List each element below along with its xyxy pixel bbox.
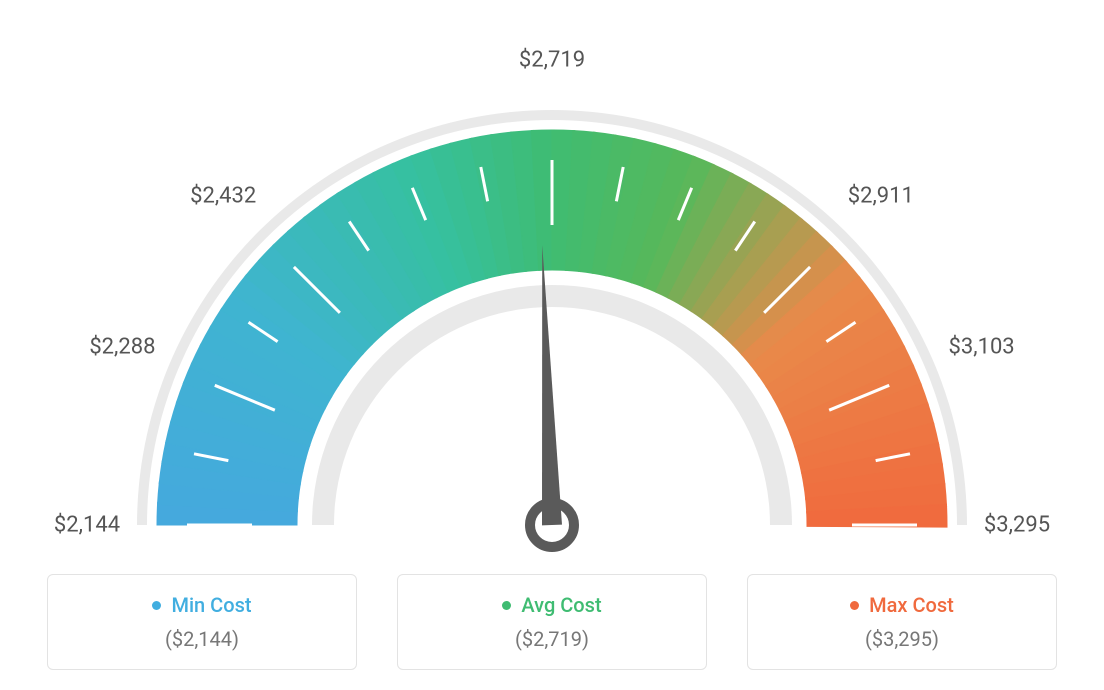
- legend-row: Min Cost ($2,144) Avg Cost ($2,719) Max …: [0, 574, 1104, 670]
- legend-label-min: Min Cost: [171, 593, 251, 617]
- gauge-tick-label: $2,288: [89, 335, 155, 360]
- legend-card-avg: Avg Cost ($2,719): [397, 574, 707, 670]
- gauge-svg: [0, 0, 1104, 560]
- legend-value-avg: ($2,719): [515, 627, 589, 651]
- dot-icon-min: [152, 601, 161, 610]
- gauge-tick-label: $2,144: [54, 513, 120, 538]
- legend-label-max: Max Cost: [869, 593, 954, 617]
- legend-card-max: Max Cost ($3,295): [747, 574, 1057, 670]
- legend-card-min: Min Cost ($2,144): [47, 574, 357, 670]
- gauge-tick-label: $2,719: [519, 48, 585, 73]
- legend-title-min: Min Cost: [152, 593, 251, 617]
- dot-icon-avg: [502, 601, 511, 610]
- gauge-tick-label: $2,432: [190, 184, 256, 209]
- gauge-tick-label: $3,103: [949, 335, 1015, 360]
- legend-title-max: Max Cost: [850, 593, 954, 617]
- dot-icon-max: [850, 601, 859, 610]
- legend-value-min: ($2,144): [165, 627, 239, 651]
- gauge-tick-label: $2,911: [848, 184, 914, 209]
- legend-value-max: ($3,295): [865, 627, 939, 651]
- gauge-tick-label: $3,295: [984, 513, 1050, 538]
- legend-title-avg: Avg Cost: [502, 593, 601, 617]
- gauge-chart: $2,144 $2,288 $2,432 $2,719 $2,911 $3,103 $3,2…: [0, 0, 1104, 560]
- legend-label-avg: Avg Cost: [521, 593, 601, 617]
